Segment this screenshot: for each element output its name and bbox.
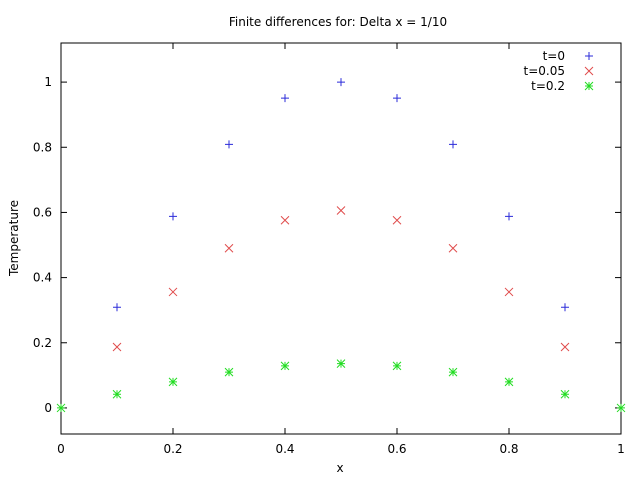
data-point <box>504 377 514 387</box>
legend-marker <box>584 66 594 76</box>
y-tick-label: 0.2 <box>33 336 52 350</box>
data-point <box>56 403 66 413</box>
x-tick-label: 0.8 <box>499 442 518 456</box>
data-point <box>560 389 570 399</box>
y-tick-label: 0.6 <box>33 205 52 219</box>
x-tick-label: 0 <box>57 442 65 456</box>
data-point <box>169 212 177 221</box>
data-point <box>616 403 626 413</box>
series-t=0 <box>113 78 569 312</box>
data-points <box>56 78 626 413</box>
data-point <box>337 78 345 87</box>
y-tick-label: 0.4 <box>33 271 52 285</box>
data-point <box>560 342 570 352</box>
data-point <box>224 367 234 377</box>
series-t=0.2 <box>56 359 626 413</box>
data-point <box>336 359 346 368</box>
x-axis-label: x <box>336 461 343 475</box>
plot-frame <box>60 42 622 435</box>
legend: t=0t=0.05t=0.2 <box>524 49 594 93</box>
data-point <box>505 212 513 221</box>
y-tick-label: 1 <box>44 75 52 89</box>
x-tick-label: 0.6 <box>387 442 406 456</box>
x-tick-label: 0.2 <box>163 442 182 456</box>
data-point <box>448 243 458 253</box>
y-tick-label: 0.8 <box>33 140 52 154</box>
legend-marker <box>584 81 594 91</box>
data-point <box>112 342 122 352</box>
data-point <box>280 361 290 371</box>
legend-label: t=0.05 <box>524 64 565 78</box>
x-tick-label: 0.4 <box>275 442 294 456</box>
y-tick-label: 0 <box>44 401 52 415</box>
data-point <box>281 94 289 103</box>
data-point <box>168 377 178 387</box>
legend-label: t=0 <box>543 49 565 63</box>
data-point <box>168 287 178 297</box>
data-point <box>224 243 234 253</box>
data-point <box>112 389 122 399</box>
data-point <box>113 303 121 312</box>
data-point <box>393 94 401 103</box>
data-point <box>336 206 346 215</box>
data-point <box>561 303 569 312</box>
x-tick-label: 1 <box>617 442 625 456</box>
legend-marker <box>585 52 593 60</box>
y-axis: 0 0.2 0.4 0.6 0.8 1 <box>33 75 621 415</box>
data-point <box>504 287 514 297</box>
data-point <box>449 140 457 149</box>
y-axis-label: Temperature <box>7 200 21 277</box>
series-t=0.05 <box>112 206 570 352</box>
data-point <box>392 215 402 225</box>
data-point <box>280 215 290 225</box>
x-axis: 0 0.2 0.4 0.6 0.8 1 <box>57 43 625 456</box>
chart-title: Finite differences for: Delta x = 1/10 <box>229 15 447 29</box>
data-point <box>225 140 233 149</box>
legend-label: t=0.2 <box>531 79 565 93</box>
data-point <box>392 361 402 371</box>
data-point <box>448 367 458 377</box>
